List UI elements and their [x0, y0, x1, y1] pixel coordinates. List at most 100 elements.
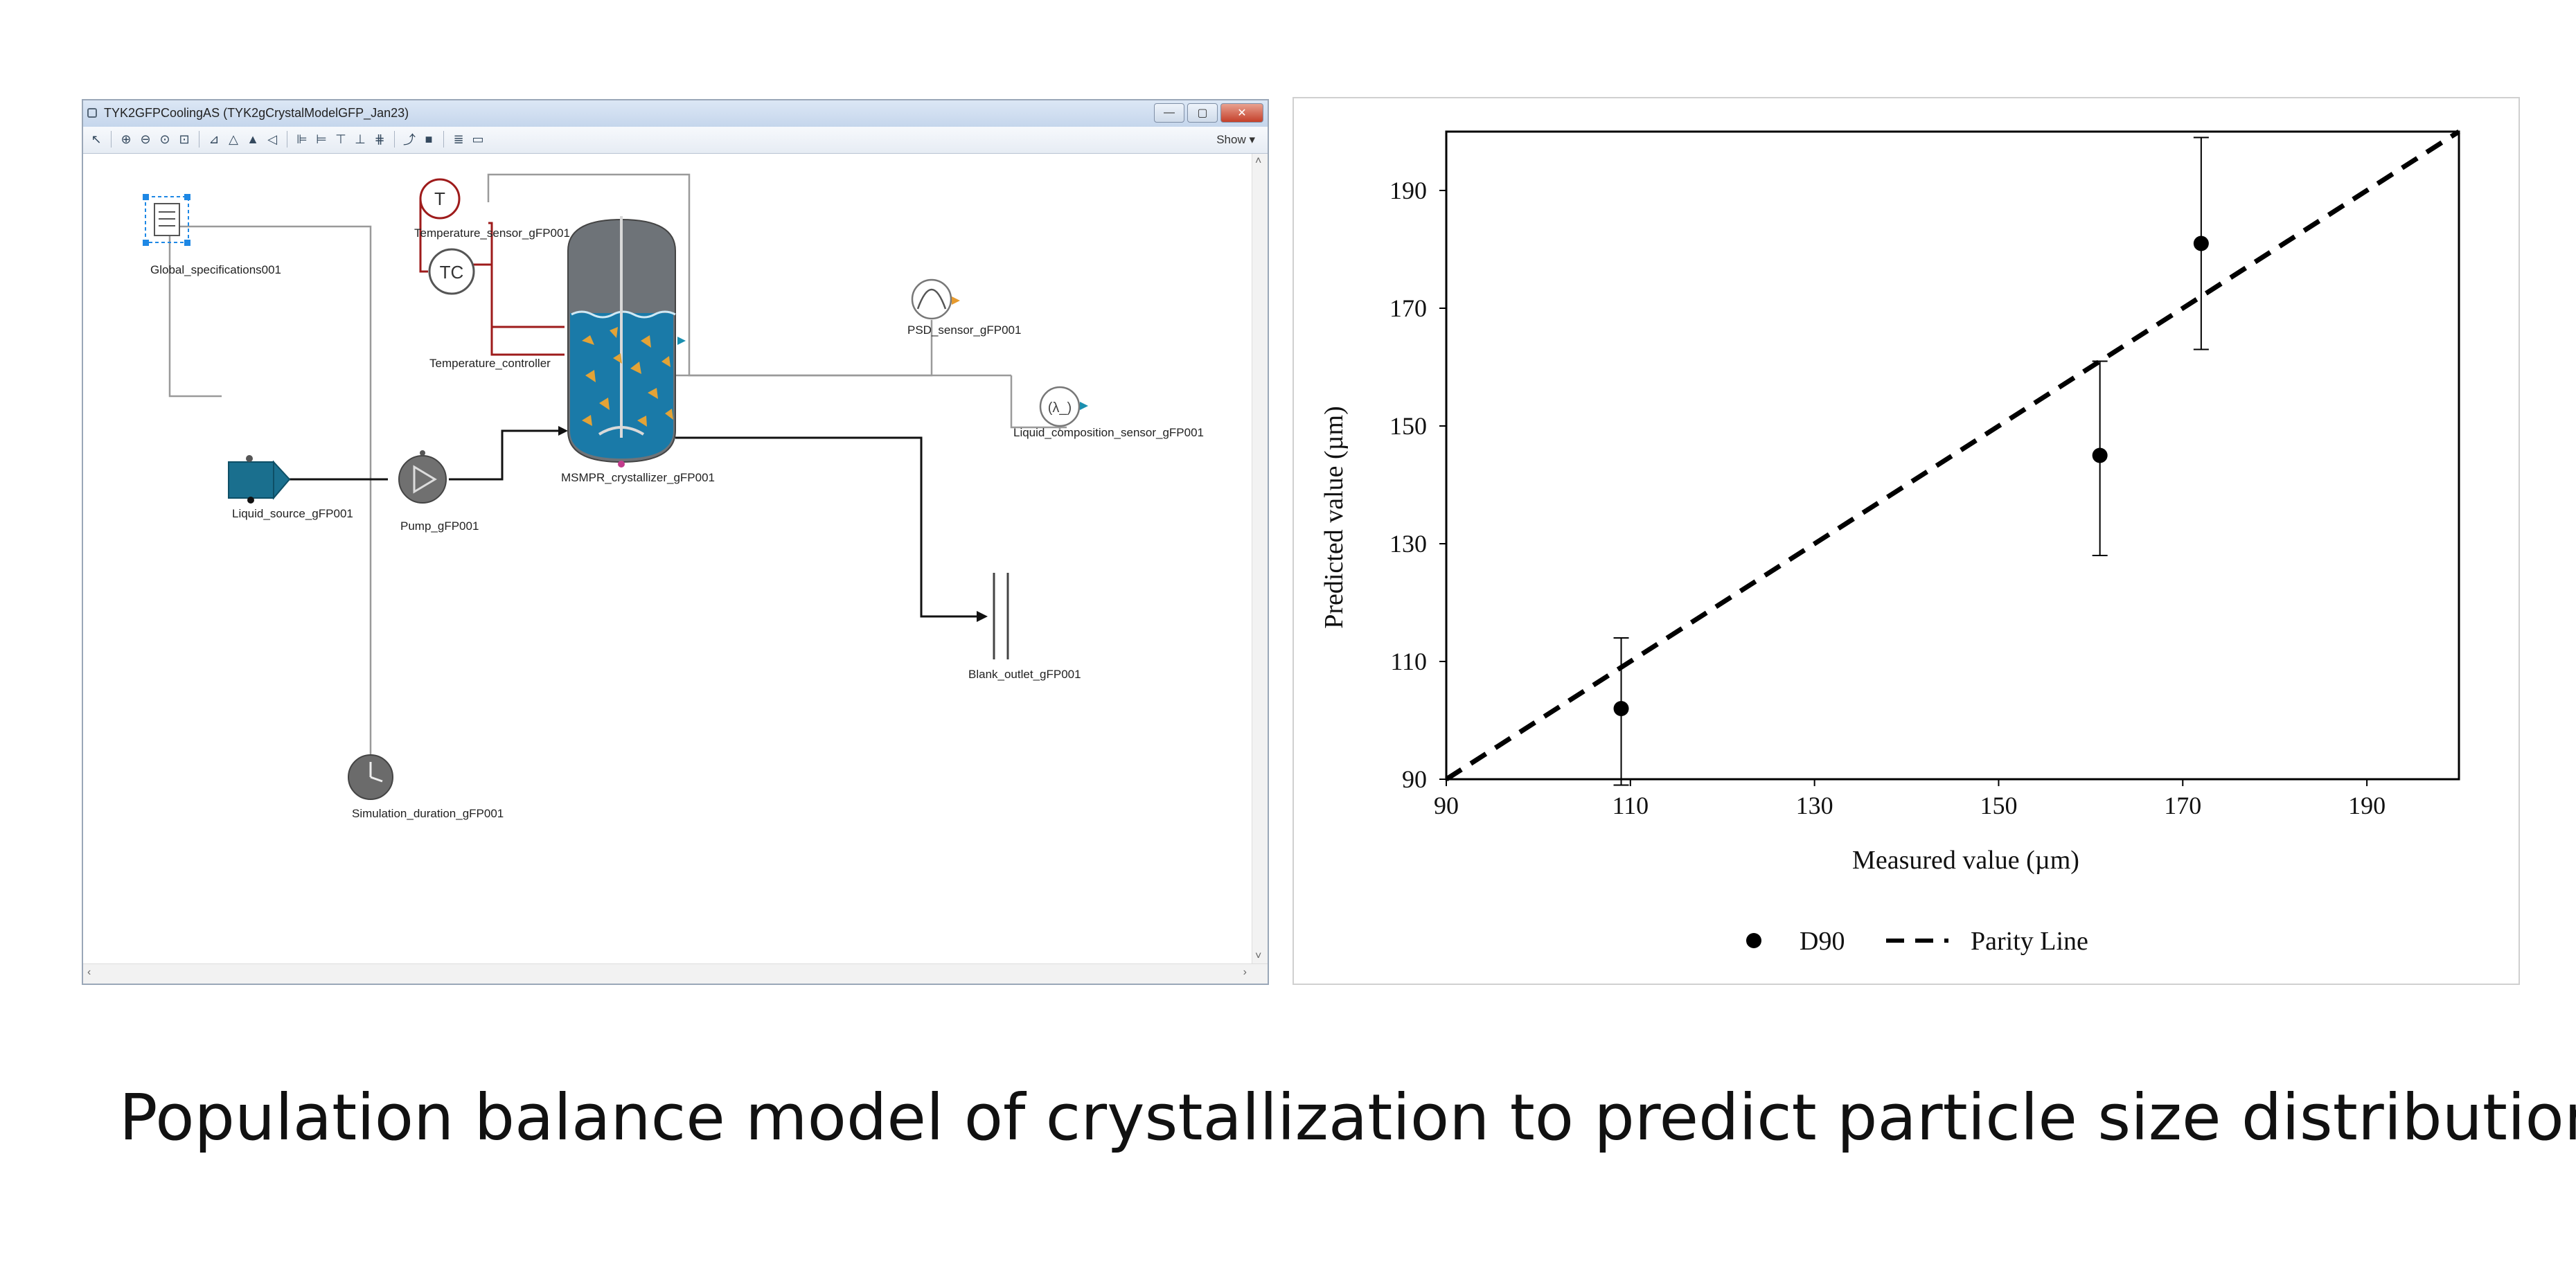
distribute-icon[interactable]: ◁ — [267, 132, 277, 146]
flowsheet-window: TYK2GFPCoolingAS (TYK2gCrystalModelGFP_J… — [82, 99, 1269, 985]
parity-line — [1445, 130, 2460, 781]
liquid-source-label: Liquid_source_gFP001 — [232, 507, 353, 520]
zoom-extent-icon[interactable]: ⊡ — [179, 132, 190, 146]
parity-chart-panel: 90 110 130 150 170 190 90 110 130 150 170 190 Meas… — [1293, 97, 2520, 985]
comp-signal-line — [1010, 375, 1067, 429]
toolbar-separator — [394, 131, 395, 148]
crystallizer-label: MSMPR_crystallizer_gFP001 — [561, 471, 716, 484]
temperature-sensor-symbol: T — [434, 188, 445, 209]
inlet-arrow-icon — [558, 426, 568, 436]
scroll-down-icon[interactable]: ˅ — [1255, 950, 1262, 962]
y-tick-label: 90 — [1402, 765, 1427, 793]
pointer-icon[interactable]: ↖ — [91, 132, 102, 146]
psd-sensor-node[interactable] — [911, 278, 960, 320]
source-tank-icon — [228, 461, 274, 499]
layout-c-icon[interactable]: ⊤ — [335, 132, 346, 146]
layout-b-icon[interactable]: ⊨ — [316, 132, 327, 146]
x-tick-label: 190 — [2348, 792, 2386, 819]
window-title: TYK2GFPCoolingAS (TYK2gCrystalModelGFP_J… — [104, 106, 409, 120]
data-point-d90 — [1613, 701, 1629, 716]
outlet-node[interactable] — [993, 573, 1009, 659]
y-tick-label: 190 — [1389, 177, 1427, 204]
selection-handle[interactable] — [143, 194, 149, 200]
plot-frame — [1445, 130, 2460, 781]
y-tick-label: 150 — [1389, 412, 1427, 440]
align-left-icon[interactable]: ⊿ — [208, 132, 220, 146]
toolbar: ↖ ⊕ ⊖ ⊙ ⊡ ⊿ △ ▲ ◁ ⊫ ⊨ ⊤ ⊥ ⋕ ⤴ ■ ≣ ▭ Show… — [83, 127, 1268, 154]
legend-d90-marker — [1746, 933, 1761, 948]
connector-icon[interactable]: ⤴ — [403, 133, 416, 147]
composition-port-icon — [1080, 402, 1088, 410]
y-tick-label: 170 — [1389, 294, 1427, 322]
horizontal-scrollbar[interactable]: ‹ › — [83, 963, 1268, 984]
align-center-icon[interactable]: △ — [229, 132, 238, 146]
layout-e-icon[interactable]: ⋕ — [374, 132, 385, 146]
scroll-right-icon[interactable]: › — [1243, 966, 1247, 978]
temperature-controller-symbol: TC — [440, 262, 464, 283]
x-tick-label: 170 — [2164, 792, 2201, 819]
y-tick-label: 130 — [1389, 530, 1427, 558]
flowsheet-diagram: T TC — [143, 173, 1088, 800]
liquid-composition-sensor-node[interactable]: (λ_) — [1039, 386, 1088, 427]
show-dropdown[interactable]: Show ▾ — [1216, 133, 1255, 146]
crystallizer-port-icon — [677, 337, 686, 345]
y-tick-layer: 90 110 130 150 170 190 — [1389, 177, 1446, 793]
sensor-signal-line — [487, 173, 1011, 377]
chart-legend: D90 Parity Line — [1746, 927, 2088, 956]
temperature-controller-node[interactable]: TC — [428, 248, 475, 295]
outlet-arrow-icon — [977, 611, 988, 622]
scroll-up-icon[interactable]: ˄ — [1255, 155, 1262, 167]
temperature-sensor-label: Temperature_sensor_gFP001 — [414, 226, 570, 240]
selection-handle[interactable] — [143, 240, 149, 246]
temperature-sensor-icon — [419, 178, 461, 220]
toolbar-separator — [111, 131, 112, 148]
zoom-out-icon[interactable]: ⊖ — [140, 132, 151, 146]
clock-hand-icon — [370, 776, 383, 783]
source-top-port-icon — [246, 455, 253, 462]
crystallizer-node[interactable] — [567, 216, 686, 468]
selection-handle[interactable] — [184, 240, 190, 246]
liquid-source-node[interactable] — [228, 455, 291, 504]
process-lines — [290, 429, 977, 618]
legend-d90-label: D90 — [1800, 927, 1845, 956]
data-point-d90 — [2193, 235, 2209, 251]
flowsheet-canvas[interactable]: T TC — [83, 154, 1252, 964]
zoom-in-icon[interactable]: ⊕ — [121, 132, 132, 146]
source-nozzle-icon — [273, 460, 291, 500]
pump-node[interactable] — [398, 450, 447, 504]
x-axis-label: Measured value (µm) — [1852, 846, 2079, 875]
psd-sensor-label: PSD_sensor_gFP001 — [907, 323, 1022, 337]
window-titlebar[interactable]: TYK2GFPCoolingAS (TYK2gCrystalModelGFP_J… — [83, 100, 1268, 127]
crystallizer-to-outlet-line — [675, 436, 977, 618]
layout-a-icon[interactable]: ⊫ — [296, 132, 308, 146]
align-right-icon[interactable]: ▲ — [247, 132, 259, 146]
stack-icon[interactable]: ≣ — [453, 132, 464, 146]
data-point-layer — [1613, 235, 2209, 716]
selection-handle[interactable] — [184, 194, 190, 200]
zoom-fit-icon[interactable]: ⊙ — [159, 132, 170, 146]
simulation-duration-node[interactable] — [348, 754, 393, 800]
pump-to-crystallizer-line — [449, 429, 563, 481]
close-button[interactable]: ✕ — [1220, 103, 1263, 123]
minimize-button[interactable]: — — [1154, 103, 1184, 123]
x-tick-label: 90 — [1434, 792, 1459, 819]
scroll-left-icon[interactable]: ‹ — [87, 966, 91, 978]
stop-icon[interactable]: ■ — [425, 132, 433, 146]
temperature-controller-label: Temperature_controller — [429, 357, 551, 370]
layout-d-icon[interactable]: ⊥ — [355, 132, 366, 146]
global-spec-node[interactable] — [143, 194, 190, 246]
maximize-button[interactable]: ▢ — [1187, 103, 1218, 123]
crystal-particles-icon — [582, 327, 673, 427]
spec-to-duration-line — [170, 225, 372, 756]
composition-sensor-icon — [1039, 386, 1081, 427]
pump-arrow-icon — [413, 465, 437, 494]
parity-line-layer — [1445, 130, 2460, 781]
vertical-scrollbar[interactable]: ˄ ˅ — [1252, 154, 1268, 964]
window-icon[interactable]: ▭ — [472, 132, 484, 146]
global-spec-label: Global_specifications001 — [150, 263, 282, 276]
temperature-sensor-node[interactable]: T — [419, 178, 461, 220]
pump-label: Pump_gFP001 — [400, 519, 479, 533]
sensor-return-line — [488, 222, 565, 328]
slide-caption: Population balance model of crystallizat… — [119, 1081, 2576, 1155]
psd-sensor-icon — [911, 278, 952, 320]
